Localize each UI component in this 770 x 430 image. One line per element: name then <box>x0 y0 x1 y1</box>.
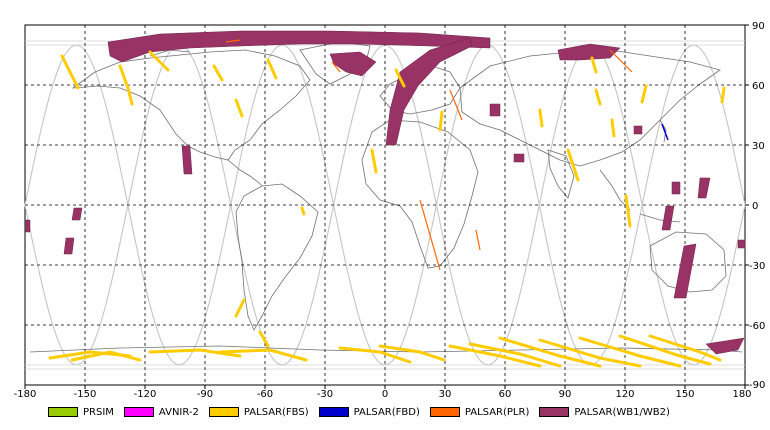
legend-item-palsar-plr: PALSAR(PLR) <box>429 406 530 418</box>
legend-item-palsar-fbs: PALSAR(FBS) <box>208 406 309 418</box>
x-tick-label: -30 <box>317 389 333 400</box>
legend-item-prsim: PRSIM <box>48 407 114 418</box>
legend-label: PALSAR(FBS) <box>243 406 309 418</box>
legend-label: PALSAR(PLR) <box>464 406 530 418</box>
swaths-palsar-fbd <box>661 123 669 141</box>
legend: PRSIM AVNIR-2 PALSAR(FBS) PALSAR(FBD) PA… <box>48 404 680 420</box>
y-tick-label: 60 <box>752 81 765 92</box>
legend-swatch <box>429 407 460 417</box>
legend-swatch <box>208 407 239 417</box>
x-tick-label: -60 <box>257 389 273 400</box>
legend-swatch <box>123 407 154 417</box>
x-tick-label: -180 <box>14 389 37 400</box>
y-axis-labels: 90 60 30 0 -30 -60 -90 <box>749 21 765 391</box>
axis-tick-marks <box>24 24 749 389</box>
graticule <box>25 25 745 385</box>
swaths-palsar-plr <box>225 39 633 271</box>
legend-label: PRSIM <box>83 406 114 418</box>
y-tick-label: 30 <box>752 141 765 152</box>
x-tick-label: 120 <box>615 389 634 400</box>
x-tick-label: 90 <box>559 389 572 400</box>
swaths-palsar-wb <box>25 30 746 355</box>
x-tick-label: -150 <box>74 389 97 400</box>
legend-swatch <box>318 407 349 417</box>
x-axis-labels: -180 -150 -120 -90 -60 -30 0 30 60 90 12… <box>14 389 752 400</box>
legend-swatch <box>539 407 570 417</box>
legend-label: PALSAR(FBD) <box>353 406 420 418</box>
x-tick-label: -120 <box>134 389 157 400</box>
x-tick-label: 30 <box>439 389 452 400</box>
legend-label: AVNIR-2 <box>158 406 199 418</box>
legend-item-avnir2: AVNIR-2 <box>123 406 199 418</box>
y-tick-label: -90 <box>749 380 765 391</box>
x-tick-label: -90 <box>197 389 213 400</box>
x-tick-label: 150 <box>675 389 694 400</box>
y-tick-label: -60 <box>749 321 765 332</box>
swaths-palsar-fbs <box>48 50 726 368</box>
legend-label: PALSAR(WB1/WB2) <box>574 406 670 418</box>
x-tick-label: 60 <box>499 389 512 400</box>
legend-swatch <box>48 407 78 417</box>
y-tick-label: -30 <box>749 261 765 272</box>
y-tick-label: 90 <box>752 21 765 32</box>
x-tick-label: 180 <box>732 389 751 400</box>
legend-item-palsar-wb: PALSAR(WB1/WB2) <box>539 407 670 418</box>
y-tick-label: 0 <box>752 201 758 212</box>
legend-item-palsar-fbd: PALSAR(FBD) <box>318 406 420 418</box>
x-tick-label: 0 <box>382 389 388 400</box>
